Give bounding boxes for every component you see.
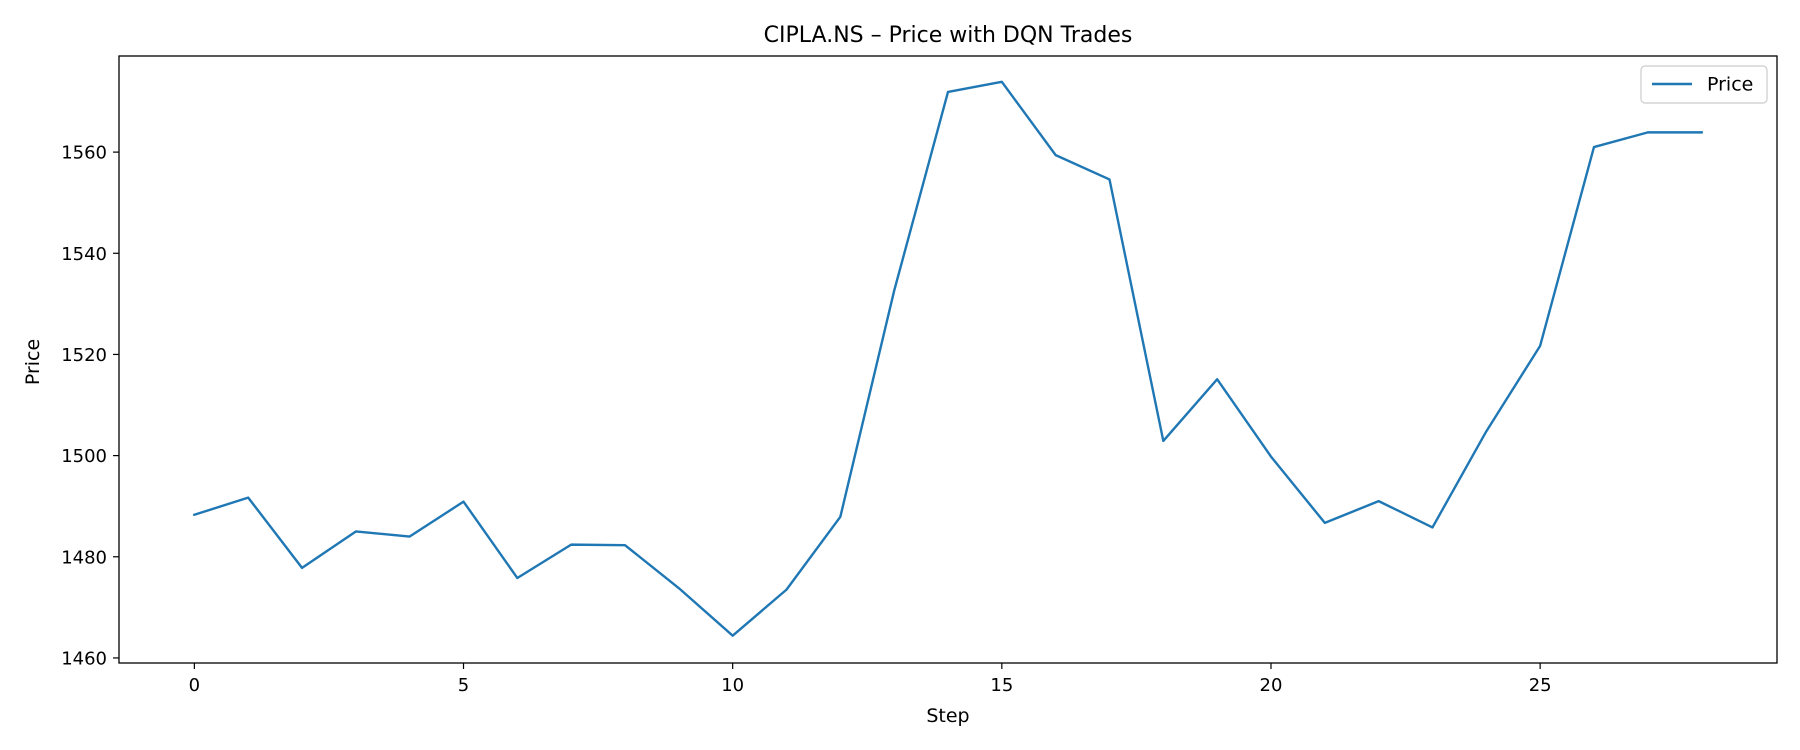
legend: Price (1640, 65, 1768, 104)
x-tick-label: 10 (721, 675, 744, 696)
legend-box (1640, 65, 1768, 104)
y-tick-label: 1560 (61, 143, 107, 164)
x-tick-label: 0 (189, 675, 200, 696)
x-tick-label: 5 (458, 675, 469, 696)
series-line-0 (192, 80, 1703, 637)
plot-frame (118, 55, 1778, 664)
y-tick-label: 1520 (61, 345, 107, 366)
y-tick-label: 1500 (61, 446, 107, 467)
x-axis-label: Step (926, 705, 969, 727)
x-tick-label: 20 (1260, 675, 1283, 696)
y-tick-label: 1480 (61, 547, 107, 568)
legend-label: Price (1707, 74, 1753, 96)
y-tick-label: 1540 (61, 244, 107, 265)
y-tick-label: 1460 (61, 648, 107, 669)
chart-title: CIPLA.NS – Price with DQN Trades (764, 23, 1133, 48)
x-tick-label: 15 (990, 675, 1013, 696)
y-axis-label: Price (22, 339, 44, 385)
x-tick-label: 25 (1529, 675, 1552, 696)
